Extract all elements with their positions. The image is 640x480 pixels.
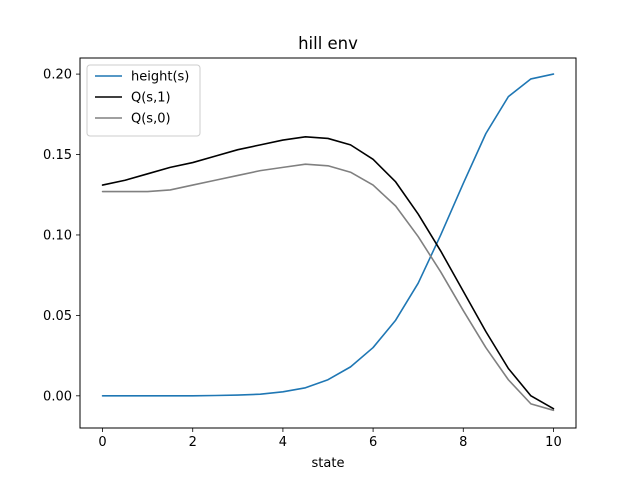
x-tick-label: 4 xyxy=(279,435,287,450)
axis-ticks: 0 2 4 6 8 10 0.00 0.05 0.10 0.15 0.20 xyxy=(43,68,562,450)
x-axis-label: state xyxy=(312,456,345,471)
y-tick-label: 0.20 xyxy=(43,68,72,83)
chart-title: hill env xyxy=(298,34,358,53)
x-tick-label: 0 xyxy=(98,435,106,450)
series-line-1 xyxy=(101,136,555,410)
x-tick-label: 2 xyxy=(189,435,197,450)
series-line-2 xyxy=(101,163,555,412)
y-tick-label: 0.00 xyxy=(43,389,72,404)
legend: height(s) Q(s,1) Q(s,0) xyxy=(86,64,201,137)
plot-area xyxy=(101,73,555,412)
legend-entry-label: Q(s,0) xyxy=(131,112,171,127)
series-line-0 xyxy=(101,73,555,397)
legend-entry-label: Q(s,1) xyxy=(131,91,171,106)
x-tick-label: 10 xyxy=(545,435,562,450)
x-tick-label: 8 xyxy=(459,435,467,450)
y-tick-label: 0.05 xyxy=(43,309,72,324)
x-tick-label: 6 xyxy=(369,435,377,450)
axes-frame xyxy=(79,57,577,429)
legend-entry-label: height(s) xyxy=(131,70,189,85)
y-tick-label: 0.15 xyxy=(43,148,72,163)
y-tick-label: 0.10 xyxy=(43,228,72,243)
